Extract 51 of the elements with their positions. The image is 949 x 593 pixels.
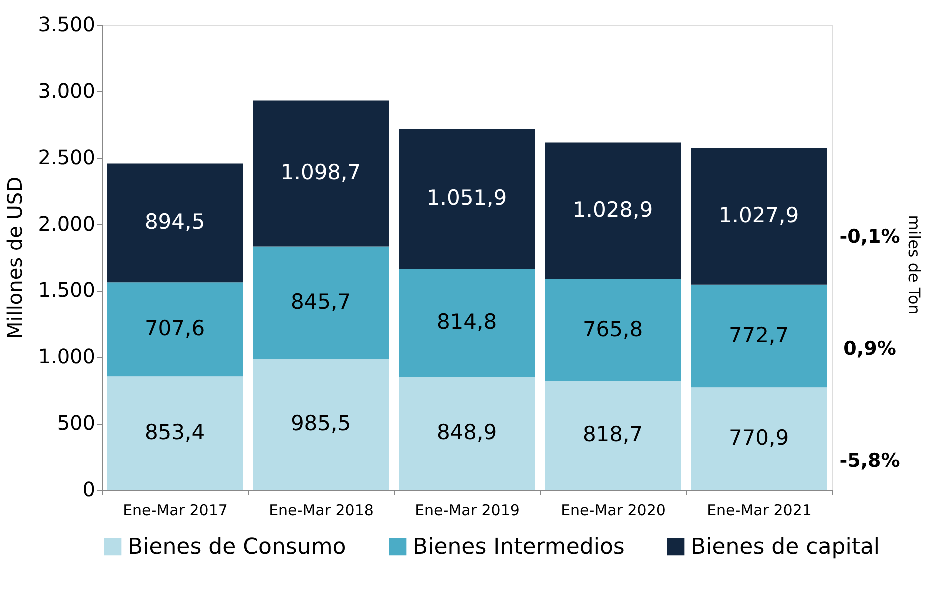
x-tick-label: Ene-Mar 2018 [269,502,374,520]
data-label: 853,4 [144,420,206,444]
data-label: 985,5 [290,412,352,436]
data-label: 1.027,9 [718,204,800,228]
data-label: 814,8 [436,310,498,334]
bar [107,376,243,490]
y-tick-label: 3.500 [38,12,96,36]
data-label: 894,5 [144,210,206,234]
bar [545,279,681,382]
bar [399,377,535,490]
bar [399,268,535,378]
legend-label: Bienes de capital [691,535,880,560]
x-tick-label: Ene-Mar 2020 [561,502,666,520]
legend-label: Bienes Intermedios [413,535,625,560]
data-label: 848,9 [436,420,498,445]
bar [691,388,827,490]
bar [691,148,827,285]
bar [545,142,681,280]
bar [691,284,827,388]
data-label: 770,9 [728,426,790,450]
bar [253,246,389,360]
bar [107,282,243,377]
y-axis-title: Millones de USD [3,176,28,340]
data-label: 765,8 [582,317,644,342]
y-tick-label: 3.000 [38,78,96,103]
y-tick-label: 1.000 [38,344,96,369]
data-label: 707,6 [144,316,206,341]
y-tick-label: 0 [82,478,96,502]
x-tick-label: Ene-Mar 2017 [123,502,228,520]
data-label: 1.098,7 [280,160,362,185]
data-label: 845,7 [290,290,352,314]
legend-label: Bienes de Consumo [128,535,346,560]
bar [107,164,243,283]
data-label: 1.051,9 [426,186,508,210]
text: miles de Ton [905,215,924,315]
y-tick-label: 1.500 [38,278,96,302]
y-tick-label: 2.000 [38,212,96,236]
bar [545,381,681,490]
text: -5,8% [840,450,900,472]
data-label: 772,7 [728,323,790,348]
bar [253,100,389,247]
data-label: 1.028,9 [572,198,654,222]
y-tick-label: 500 [57,411,96,436]
x-tick-label: Ene-Mar 2021 [707,502,812,520]
y-tick-label: 2.500 [38,145,96,170]
text: -0,1% [840,226,900,248]
data-label: 818,7 [582,422,644,447]
x-tick-label: Ene-Mar 2019 [415,502,520,520]
bar [253,359,389,490]
bar [399,129,535,269]
text: 0,9% [844,338,896,360]
